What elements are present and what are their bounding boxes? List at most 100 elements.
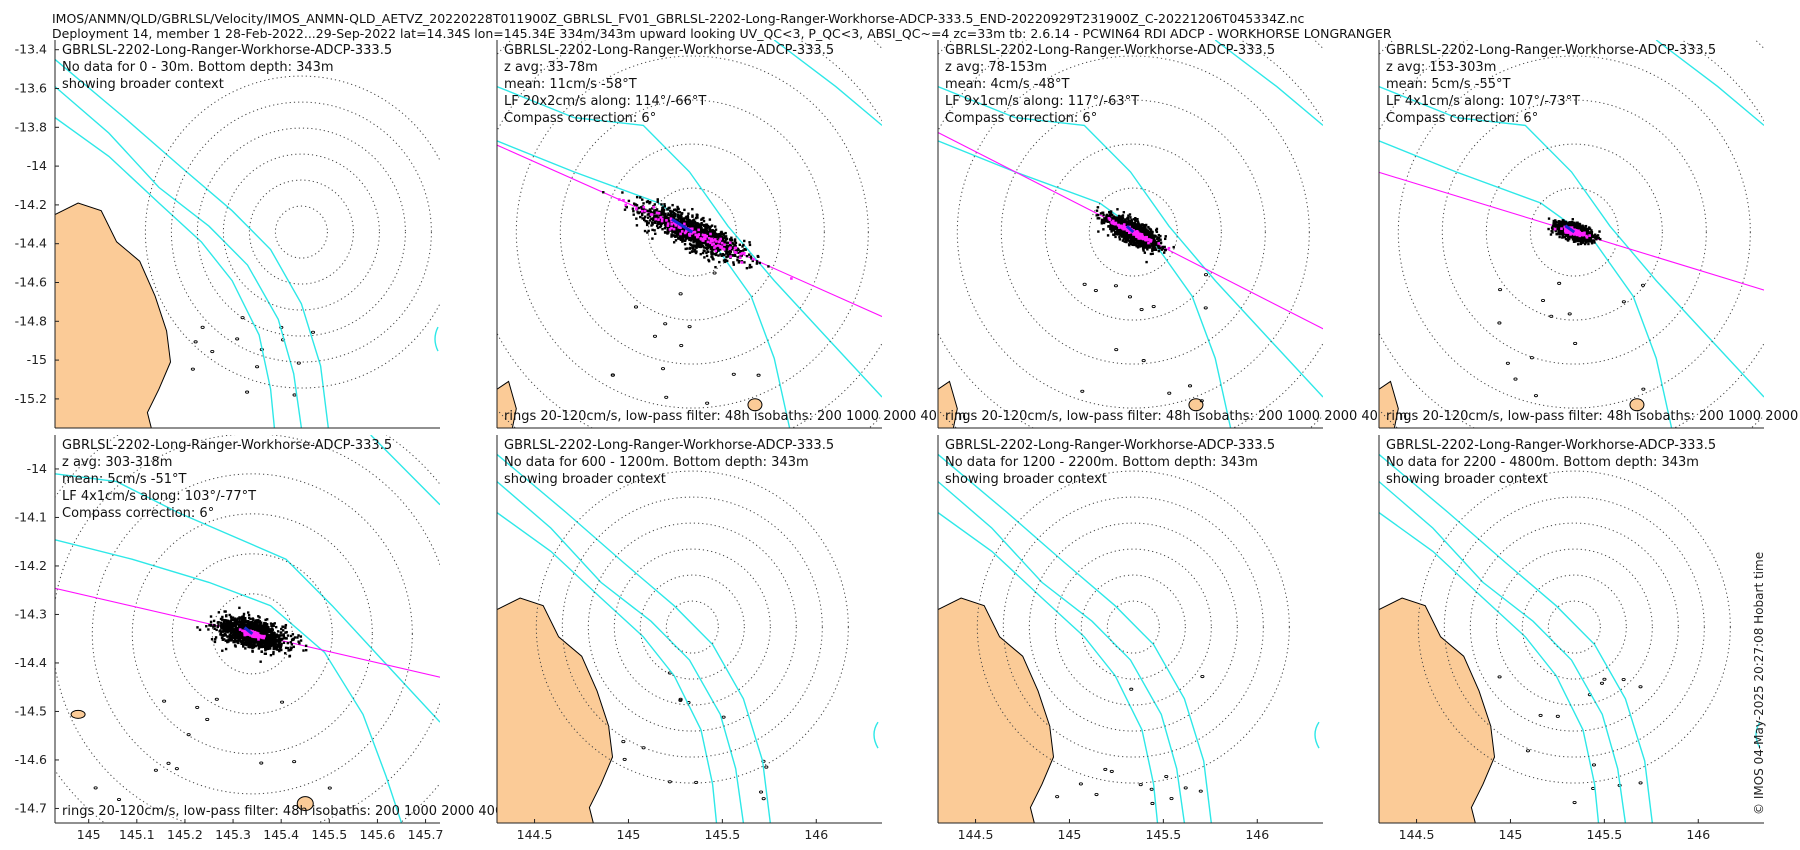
velocity-point xyxy=(1116,230,1119,234)
velocity-point xyxy=(680,212,684,215)
velocity-point xyxy=(1563,222,1566,226)
velocity-point xyxy=(635,195,639,199)
panel-info-line: Compass correction: 6° xyxy=(1386,111,1538,126)
velocity-point xyxy=(1107,225,1110,228)
lowpass-points xyxy=(617,198,793,280)
reef xyxy=(633,305,639,309)
reef xyxy=(310,330,316,334)
velocity-point xyxy=(1161,245,1164,249)
reef xyxy=(1549,314,1554,318)
velocity-point xyxy=(637,211,640,215)
velocity-point xyxy=(674,239,678,242)
velocity-point xyxy=(1575,238,1579,241)
deployment-info: Deployment 14, member 1 28-Feb-2022...29… xyxy=(52,26,1392,41)
lowpass-point xyxy=(1579,233,1583,237)
velocity-point xyxy=(1114,216,1118,219)
velocity-point xyxy=(1140,240,1143,243)
velocity-ring xyxy=(222,153,380,311)
velocity-point xyxy=(645,223,649,227)
velocity-point xyxy=(1125,223,1129,227)
velocity-ring xyxy=(91,473,413,795)
velocity-point xyxy=(641,198,644,201)
velocity-point xyxy=(1554,219,1557,222)
velocity-point xyxy=(658,221,661,224)
velocity-point xyxy=(1128,213,1132,216)
velocity-point xyxy=(1104,216,1108,220)
velocity-point xyxy=(1151,249,1154,252)
lowpass-point xyxy=(710,239,713,242)
velocity-point xyxy=(756,254,759,258)
velocity-point xyxy=(1116,219,1119,222)
lowpass-point xyxy=(1117,224,1121,228)
velocity-point xyxy=(1581,241,1585,244)
velocity-point xyxy=(700,242,703,245)
velocity-point xyxy=(716,235,719,238)
velocity-point xyxy=(695,213,699,216)
velocity-point xyxy=(1589,239,1592,243)
velocity-point xyxy=(1141,247,1145,250)
coastline-land xyxy=(497,380,517,428)
velocity-point xyxy=(1594,233,1597,236)
velocity-point xyxy=(683,208,686,212)
velocity-point xyxy=(742,243,745,247)
lowpass-point xyxy=(677,225,681,229)
velocity-point xyxy=(1586,229,1590,233)
velocity-ring xyxy=(956,55,1310,409)
velocity-point xyxy=(726,255,729,258)
velocity-point xyxy=(210,638,214,641)
reef xyxy=(652,334,658,338)
velocity-point xyxy=(672,208,676,212)
panel-info-line: LF 20x2cm/s along: 114°/-66°T xyxy=(504,94,706,109)
velocity-point xyxy=(704,241,708,245)
lowpass-point xyxy=(1119,224,1123,228)
velocity-point xyxy=(1553,224,1557,227)
velocity-point xyxy=(1156,240,1159,244)
velocity-point xyxy=(701,217,704,221)
velocity-point xyxy=(700,235,703,239)
velocity-point xyxy=(1109,227,1112,231)
velocity-point xyxy=(1127,218,1130,221)
velocity-point xyxy=(671,210,675,213)
velocity-point xyxy=(727,254,731,258)
velocity-point xyxy=(1150,233,1154,236)
velocity-ring xyxy=(171,553,333,715)
velocity-point xyxy=(639,210,642,214)
lowpass-point xyxy=(1574,229,1578,232)
velocity-point xyxy=(1120,234,1124,237)
velocity-point xyxy=(667,212,670,215)
velocity-point xyxy=(1109,212,1113,215)
reef xyxy=(1497,321,1502,325)
velocity-point xyxy=(270,624,273,628)
velocity-point xyxy=(1114,235,1117,239)
velocity-point xyxy=(1552,224,1555,228)
velocity-point xyxy=(741,245,744,248)
velocity-point xyxy=(274,637,277,640)
lowpass-point xyxy=(1122,223,1126,226)
panel-1: -13.4-13.6-13.8-14-14.2-14.4-14.6-14.8-1… xyxy=(15,40,440,429)
lowpass-point xyxy=(624,203,628,207)
velocity-point xyxy=(672,211,676,215)
lowpass-point xyxy=(710,237,714,241)
velocity-point xyxy=(1578,222,1581,226)
velocity-point xyxy=(714,265,717,269)
lowpass-point xyxy=(1570,231,1574,235)
velocity-point xyxy=(1551,228,1554,231)
velocity-point xyxy=(1558,225,1562,228)
reef xyxy=(1093,288,1098,293)
velocity-point xyxy=(710,234,713,237)
velocity-point xyxy=(1135,238,1138,242)
lowpass-point xyxy=(1157,242,1161,245)
velocity-point xyxy=(1163,245,1166,249)
velocity-point xyxy=(652,216,655,220)
velocity-point xyxy=(1584,230,1588,234)
velocity-point xyxy=(1101,211,1104,214)
velocity-point xyxy=(1554,221,1557,225)
reef xyxy=(1540,298,1546,303)
lowpass-point xyxy=(734,251,738,254)
velocity-point xyxy=(681,237,685,241)
velocity-point xyxy=(683,243,687,246)
velocity-point xyxy=(663,231,667,234)
velocity-point xyxy=(623,208,627,211)
velocity-point xyxy=(639,196,642,199)
lowpass-point xyxy=(1125,227,1129,231)
